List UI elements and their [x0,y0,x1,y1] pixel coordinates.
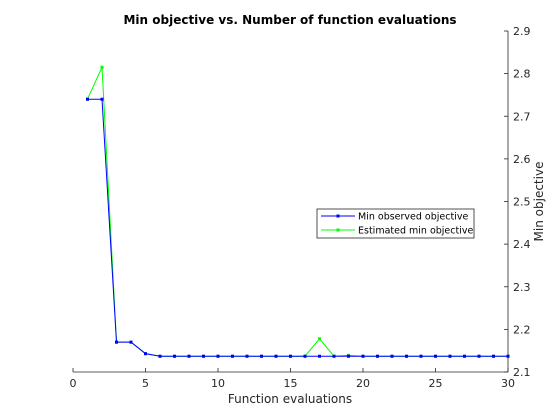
data-point [303,354,307,358]
data-point [506,354,510,358]
y-tick-label: 2.5 [513,196,531,209]
data-point [202,354,205,358]
x-tick-label: 20 [356,377,370,390]
y-tick-label: 2.3 [513,281,531,294]
y-tick-label: 2.4 [513,238,531,251]
y-axis-label: Min objective [532,162,546,242]
series-line [87,98,508,357]
y-tick-label: 2.2 [513,323,531,336]
x-tick-label: 25 [429,377,443,390]
x-axis-label: Function evaluations [228,392,352,406]
data-point [231,354,234,358]
x-tick-label: 15 [284,377,298,390]
data-point [318,337,321,341]
y-tick-label: 2.7 [513,110,531,123]
data-point [245,354,249,358]
data-point [332,354,336,358]
data-point [100,65,104,69]
data-point [434,354,437,358]
data-point [448,354,452,358]
data-point [419,354,423,358]
data-point [115,340,118,344]
data-point [144,352,147,356]
y-tick-label: 2.8 [513,68,531,81]
data-point [173,354,176,358]
legend-marker-estimated [336,228,340,232]
legend-marker-observed [336,214,340,218]
data-point [318,354,321,358]
data-point [492,354,495,358]
x-tick-label: 30 [501,377,515,390]
legend-label-observed: Min observed objective [358,212,468,223]
data-point [274,354,278,358]
data-point [463,354,466,358]
plot-area [73,31,508,372]
data-point [260,354,263,358]
data-point [158,354,162,358]
y-tick-label: 2.6 [513,153,531,166]
chart-title: Min objective vs. Number of function eva… [123,13,456,27]
data-point [187,354,191,358]
data-point [289,354,292,358]
data-point [100,97,104,101]
data-point [216,354,220,358]
legend: Min observed objective Estimated min obj… [316,208,475,239]
data-point [376,354,379,358]
y-tick-label: 2.9 [513,25,531,38]
x-tick-label: 10 [211,377,225,390]
data-point [477,354,481,358]
data-point [86,97,89,101]
data-point [390,354,394,358]
ticks: 0 5 10 15 20 25 302.1 2.2 2.3 2.4 2.5 2.6 2.7 2.8 2.9 [70,25,531,390]
data-point [129,340,133,344]
y-tick-label: 2.1 [513,366,531,379]
data-point [405,354,408,358]
data-point [361,354,365,358]
legend-label-estimated: Estimated min objective [358,226,473,237]
series-min-observed [86,97,510,358]
legend-box [316,208,475,239]
x-tick-label: 0 [70,377,77,390]
series-layer [86,65,510,358]
x-tick-label: 5 [142,377,149,390]
data-point [347,354,350,358]
